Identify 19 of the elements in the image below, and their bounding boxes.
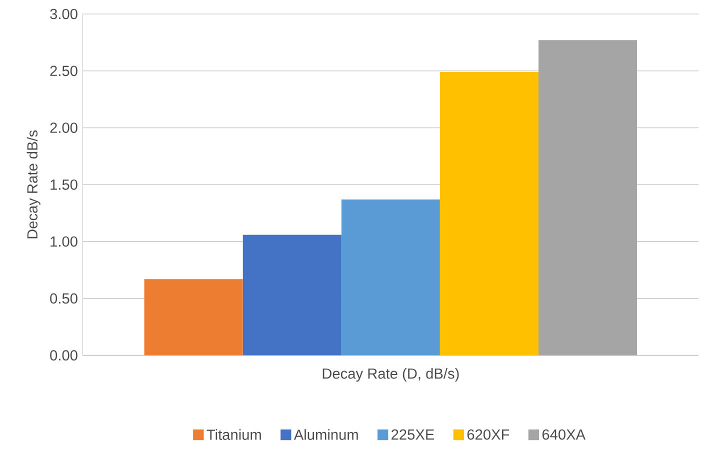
y-tick-label: 3.00 (50, 9, 78, 20)
legend-label: Titanium (206, 429, 261, 440)
bar (144, 279, 243, 356)
legend-label: 620XF (467, 430, 510, 440)
y-tick-label: 2.50 (50, 66, 78, 76)
x-tick-label: Decay Rate (D, dB/s) (322, 368, 459, 382)
y-tick-label: 1.50 (50, 180, 78, 190)
bar (242, 234, 342, 356)
bar (440, 72, 539, 356)
y-tick-label: 0.50 (50, 293, 78, 304)
y-tick-label: 0.00 (50, 350, 78, 361)
y-axis-title: Decay Rate dB/s (26, 130, 40, 238)
legend-label: 640XA (542, 430, 586, 440)
legend-label: 225XE (392, 430, 434, 440)
y-tick-label: 2.00 (50, 122, 78, 134)
bar (538, 40, 638, 356)
y-tick-label: 1.00 (50, 236, 78, 247)
bar (341, 200, 440, 356)
legend-label: Aluminum (294, 429, 358, 440)
